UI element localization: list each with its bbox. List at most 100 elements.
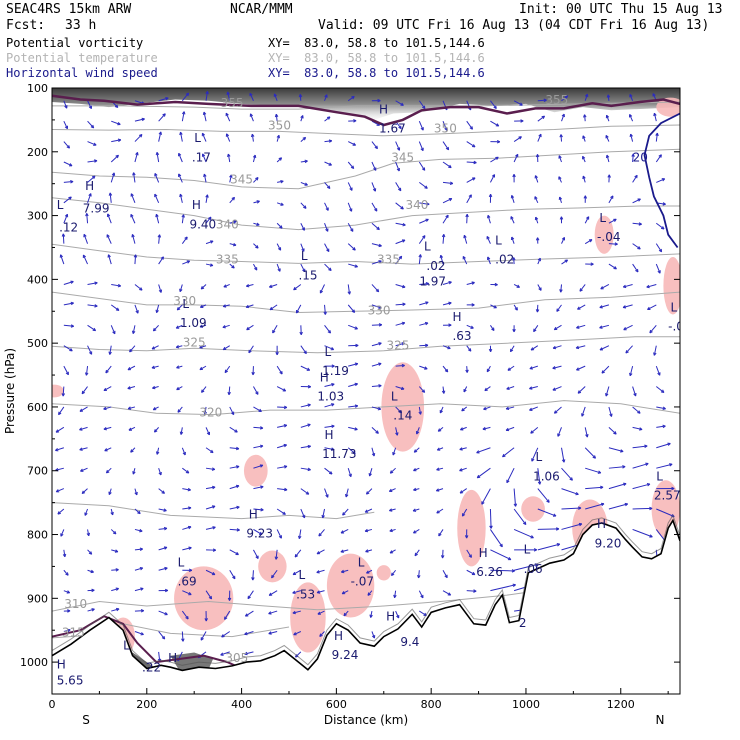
wind-arrow-head [486,368,491,373]
wind-arrow-head [395,432,399,436]
wind-arrow-head [463,388,467,393]
wind-arrow [269,304,278,311]
wind-arrow [630,133,634,142]
pv-extremum-label: .69 [178,575,197,589]
wind-arrow-head [476,474,481,479]
wind-arrow-head [88,193,92,197]
wind-arrow [317,610,325,615]
wind-arrow [111,283,121,287]
wind-arrow-head [93,142,97,146]
wind-arrow [466,569,476,576]
wind-arrow-head [229,174,233,178]
wind-arrow-head [614,242,618,246]
wind-arrow [579,284,586,292]
wind-arrow-head [578,522,583,527]
wind-arrow-head [354,382,358,387]
wind-arrow-head [662,406,666,410]
wind-arrow-head [302,514,306,519]
wind-arrow-head [471,281,475,285]
wind-arrow-head [157,234,162,238]
wind-arrow-head [512,329,516,333]
wind-arrow-head [553,326,558,331]
wind-arrow-head [448,280,452,285]
wind-arrow [608,426,617,435]
wind-arrow-head [225,133,230,137]
wind-arrow [395,406,402,414]
wind-arrow-head [582,155,586,160]
wind-arrow-head [321,514,325,519]
wind-arrow-head [448,164,452,169]
wind-arrow-head [188,506,192,510]
wind-arrow [182,526,192,530]
wind-arrow-head [510,195,515,199]
wind-arrow-head [316,551,321,555]
wind-arrow [229,174,232,183]
wind-arrow [419,182,428,189]
wind-arrow [253,464,263,469]
wind-arrow [82,254,89,265]
wind-arrow [656,508,675,518]
wind-arrow [275,114,278,122]
wind-arrow [466,324,474,329]
wind-arrow-head [538,133,542,138]
wind-arrow [221,631,231,638]
wind-arrow [324,116,331,122]
wind-arrow-head [103,406,107,411]
wind-arrow-head [449,181,454,185]
wind-arrow-head [510,216,514,220]
wind-arrow-head [211,571,216,576]
wind-arrow-head [390,572,395,577]
wind-arrow-head [211,505,216,509]
wind-arrow [371,222,380,231]
wind-arrow [418,141,424,151]
wind-arrow-head [510,236,515,241]
wind-arrow-head [279,371,283,375]
wind-arrow [510,345,515,353]
wind-arrow [348,363,358,367]
wind-arrow-head [401,363,405,368]
wind-arrow-head [535,237,540,241]
wind-arrow-head [127,386,131,390]
wind-arrow-head [158,289,163,293]
wind-arrow-head [597,470,602,474]
wind-arrow-head [345,493,349,498]
wind-arrow-head [556,308,560,312]
pv-extremum-label: 1.67 [379,122,406,136]
wind-arrow-head [506,386,510,390]
pv-extremum-label: -.0 [668,319,684,333]
wind-arrow-head [660,226,665,230]
wind-arrow-head [600,502,605,507]
wind-arrow [608,503,628,510]
wind-arrow [632,463,649,469]
wind-arrow-head [278,157,283,161]
wind-arrow [87,175,96,183]
wind-arrow-head [115,607,120,612]
wind-arrow [623,283,633,288]
wind-arrow [632,528,653,538]
wind-arrow [529,386,538,390]
wind-arrow [632,198,641,204]
wind-arrow [244,651,254,655]
pv-negative-patch [663,257,680,315]
wind-arrow-head [293,286,297,291]
wind-arrow-head [302,268,306,273]
wind-arrow [530,426,539,434]
wind-arrow [87,120,95,129]
wind-arrow [324,161,332,166]
wind-arrow-head [605,114,610,119]
wind-arrow [576,365,586,371]
wind-arrow-head [107,254,111,258]
wind-arrow [252,154,256,163]
wind-arrow [575,345,586,349]
wind-arrow-head [535,309,540,313]
wind-arrow [490,549,512,561]
wind-arrow-head [459,490,464,494]
wind-arrow-head [350,228,354,232]
wind-arrow-head [622,465,626,469]
wind-arrow-head [70,180,74,184]
wind-arrow [181,631,184,642]
pv-extremum-label: H [379,103,388,117]
wind-arrow-head [307,403,311,407]
wind-arrow [632,426,643,431]
pv-extremum-label: L [178,555,185,569]
